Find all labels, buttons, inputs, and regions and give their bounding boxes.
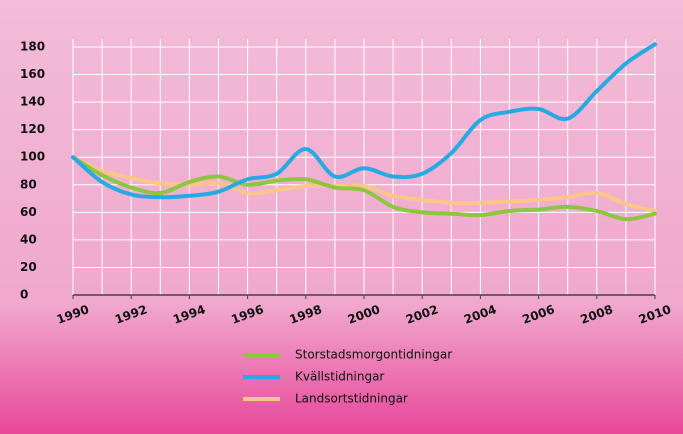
line [71,155,657,213]
legend-label: Kvällstidningar [295,370,384,384]
y-tick-label: 100 [20,150,45,164]
y-tick-label: 120 [20,122,45,136]
y-tick-label: 20 [20,260,37,274]
line [71,42,657,200]
y-tick-label: 80 [20,177,37,191]
y-tick-label: 180 [20,40,45,54]
y-tick-label: 40 [20,232,37,246]
line [71,155,657,222]
y-tick-label: 0 [20,288,28,302]
legend-label: Landsortstidningar [295,392,408,406]
y-tick-label: 140 [20,95,45,109]
legend-label: Storstadsmorgontidningar [295,348,452,362]
y-tick-label: 60 [20,205,37,219]
y-tick-label: 160 [20,67,45,81]
